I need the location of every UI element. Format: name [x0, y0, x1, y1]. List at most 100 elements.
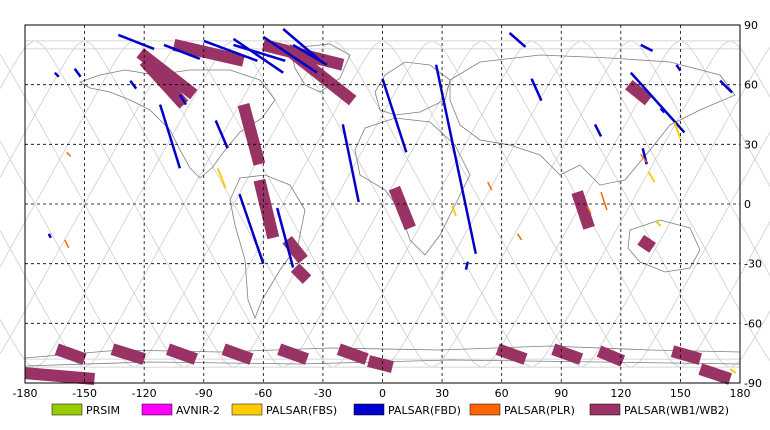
palsar-fbd-swath [434, 64, 478, 254]
palsar-plr-swath [487, 181, 493, 191]
y-tick-label: -60 [744, 317, 762, 330]
y-tick-label: 60 [744, 79, 758, 92]
palsar-wb-swath [698, 363, 732, 385]
legend-swatch [589, 403, 621, 416]
palsar-wb-swath [172, 39, 245, 67]
palsar-fbd-swath [117, 33, 155, 51]
palsar-fbd-swath [640, 43, 654, 53]
palsar-fbd-swath [238, 193, 265, 265]
legend-item: PALSAR(WB1/WB2) [589, 403, 729, 417]
palsar-wb-swath [551, 343, 584, 365]
palsar-fbd-swath [659, 107, 666, 114]
orbit-track [0, 229, 84, 368]
legend-label: AVNIR-2 [176, 404, 220, 417]
palsar-wb-swath [139, 56, 189, 109]
palsar-wb-swath [221, 343, 254, 365]
legend-item: PALSAR(PLR) [469, 403, 575, 417]
orbit-track [284, 40, 481, 368]
palsar-fbd-swath [232, 37, 284, 74]
palsar-plr-swath [600, 191, 608, 211]
palsar-plr-swath [66, 151, 72, 157]
palsar-wb-swath [367, 355, 394, 373]
palsar-fbd-swath [47, 233, 52, 239]
x-tick-label: -120 [132, 387, 157, 400]
palsar-fbd-swath [178, 93, 187, 106]
legend-item: AVNIR-2 [141, 403, 220, 417]
legend-swatch [51, 403, 83, 416]
africa-outline [354, 117, 471, 256]
palsar-fbd-swath [530, 78, 543, 102]
legend-label: PRSIM [86, 404, 120, 417]
palsar-wb-swath [24, 367, 96, 385]
x-tick-label: 150 [670, 387, 691, 400]
orbit-track [0, 40, 84, 179]
palsar-wb-swath [253, 178, 280, 240]
palsar-fbs-swath [647, 171, 656, 183]
palsar-wb-swath [282, 236, 308, 264]
palsar-wb-swath [571, 190, 595, 230]
asia-outline [449, 54, 736, 186]
y-tick-label: 0 [744, 198, 751, 211]
palsar-fbd-swath [508, 32, 527, 48]
palsar-fbs-swath [729, 368, 737, 374]
palsar-fbs-swath [655, 221, 662, 227]
palsar-plr-swath [64, 239, 70, 249]
x-tick-label: -90 [195, 387, 213, 400]
palsar-fbd-swath [593, 123, 603, 137]
legend-item: PRSIM [51, 403, 120, 417]
y-tick-label: 30 [744, 138, 758, 151]
palsar-fbd-swath [464, 261, 470, 270]
orbit-track [0, 140, 134, 368]
y-axis-ticks: 90 60 30 0 -30 -60 -90 [744, 19, 762, 390]
x-tick-label: 180 [730, 387, 751, 400]
x-tick-label: 90 [554, 387, 568, 400]
palsar-fbs-swath [451, 205, 457, 217]
palsar-fbd-swath [341, 124, 360, 203]
x-tick-label: -60 [254, 387, 272, 400]
europe-outline [374, 61, 451, 116]
palsar-fbd-swath [214, 120, 229, 149]
palsar-fbd-swath [73, 68, 82, 78]
palsar-wb-swath [670, 345, 702, 365]
legend-item: PALSAR(FBD) [353, 403, 461, 417]
x-tick-label: 30 [435, 387, 449, 400]
orbit-track [532, 40, 730, 368]
x-tick-label: -30 [314, 387, 332, 400]
legend-swatch [353, 403, 385, 416]
palsar-fbd-swath [158, 104, 182, 169]
palsar-wb-swath [165, 343, 198, 365]
x-tick-label: -150 [72, 387, 97, 400]
palsar-fbd-swath [233, 43, 286, 62]
south-america-outline [229, 174, 306, 320]
x-tick-label: 60 [495, 387, 509, 400]
palsar-wb-swath [388, 185, 416, 231]
orbit-track [730, 309, 770, 368]
palsar-plr-swath [586, 205, 592, 215]
palsar-wb-swath [495, 343, 528, 365]
palsar-fbd-swath [163, 43, 201, 60]
x-tick-label: 0 [379, 387, 386, 400]
legend-label: PALSAR(WB1/WB2) [624, 404, 729, 417]
palsar-wb-swath [625, 80, 653, 106]
legend-swatch [231, 403, 263, 416]
palsar-fbd-swath [381, 78, 408, 153]
palsar-fbd-swath [719, 79, 733, 94]
x-axis-ticks: -180 -150 -120 -90 -60 -30 0 30 60 90 120 150 180 [13, 387, 751, 400]
palsar-fbs-swath [673, 122, 682, 139]
palsar-plr-swath [640, 153, 648, 163]
palsar-wb-swath [596, 345, 626, 367]
orbit-track [631, 40, 770, 277]
palsar-fbs-swath [216, 167, 227, 189]
palsar-plr-swath [516, 233, 523, 241]
palsar-wb-swath [290, 263, 312, 284]
y-tick-label: 90 [744, 19, 758, 32]
palsar-fbd-swath [675, 64, 682, 72]
legend-swatch [141, 403, 173, 416]
coverage-swaths [24, 28, 737, 385]
y-tick-label: -90 [744, 377, 762, 390]
x-tick-label: 120 [610, 387, 631, 400]
palsar-wb-swath [336, 343, 369, 365]
palsar-fbd-swath [203, 39, 258, 62]
y-tick-label: -30 [744, 258, 762, 271]
antarctica-outline [24, 345, 741, 359]
